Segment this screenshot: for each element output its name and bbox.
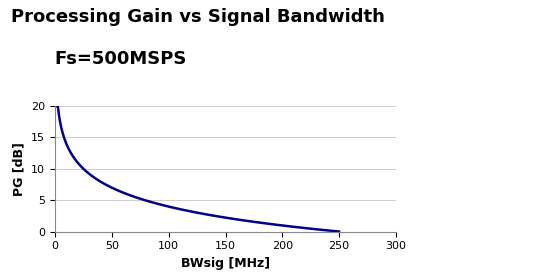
Y-axis label: PG [dB]: PG [dB] xyxy=(13,142,26,196)
Text: Processing Gain vs Signal Bandwidth: Processing Gain vs Signal Bandwidth xyxy=(11,8,385,27)
Text: Fs=500MSPS: Fs=500MSPS xyxy=(55,50,187,68)
X-axis label: BWsig [MHz]: BWsig [MHz] xyxy=(181,257,270,270)
